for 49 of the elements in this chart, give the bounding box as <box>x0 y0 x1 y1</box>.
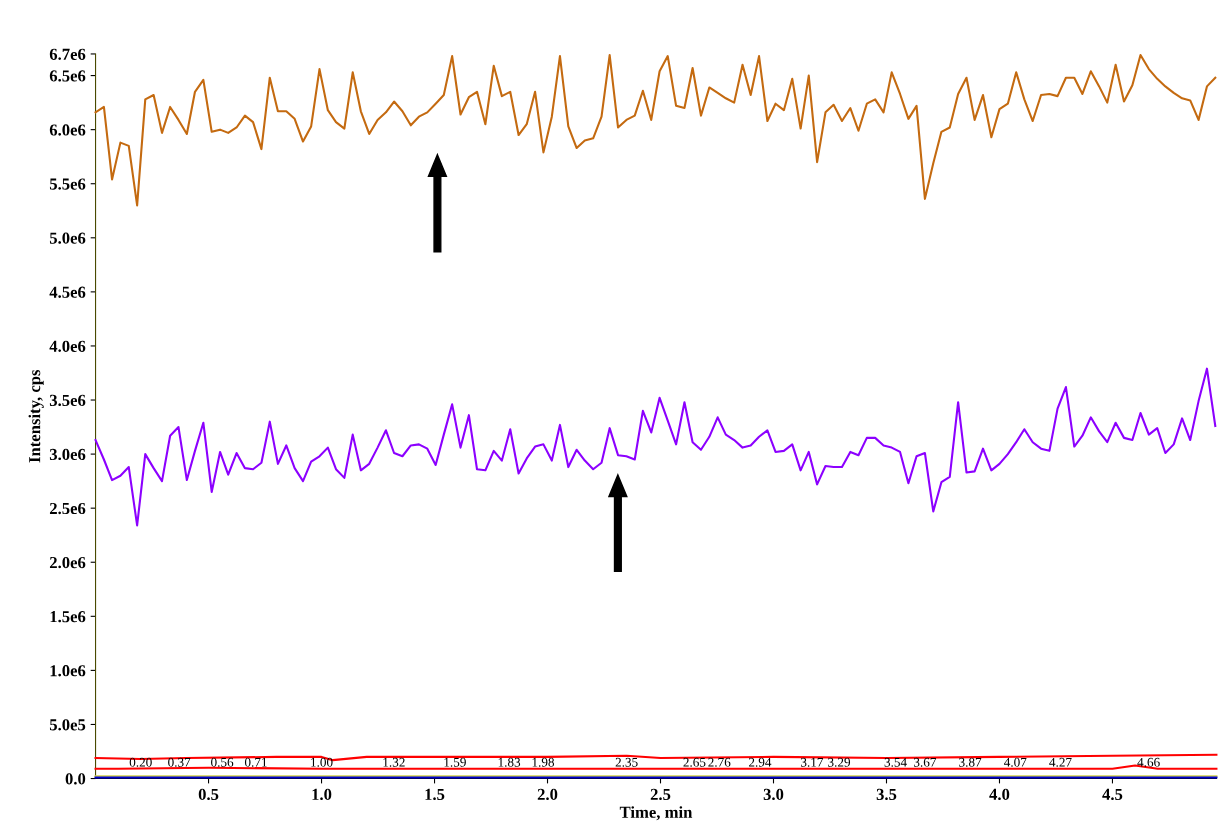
x-tick-label: 0.5 <box>198 788 219 801</box>
y-tick-label: 1.0e6 <box>50 665 86 677</box>
annotation: 0.56 <box>211 757 234 767</box>
y-tick-label: 0.0 <box>65 773 86 785</box>
x-tick-label: 1.0 <box>312 788 332 801</box>
annotation: 4.66 <box>1137 757 1160 767</box>
y-tick-label: 6.7e6 <box>49 48 86 60</box>
annotation: 3.87 <box>959 757 982 767</box>
y-tick-label: 5.0e6 <box>49 232 86 244</box>
x-tick-label: 1.5 <box>425 788 445 801</box>
x-tick-label: 4.5 <box>1102 788 1123 801</box>
annotation: 1.59 <box>444 757 466 767</box>
x-tick-label: 2.0 <box>537 788 558 801</box>
annotation: 3.29 <box>828 757 851 767</box>
annotation: 4.27 <box>1049 757 1072 767</box>
annotation: 3.54 <box>884 757 907 767</box>
annotation: 1.83 <box>498 757 521 767</box>
annotation: 2.35 <box>615 757 638 767</box>
x-axis-title: Time, min <box>619 806 693 821</box>
y-tick-label: 3.5e6 <box>49 394 86 407</box>
y-tick-label: 6.5e6 <box>49 70 86 82</box>
x-tick-label: 2.5 <box>650 788 671 801</box>
y-axis-title: Intensity, cps <box>28 369 44 463</box>
y-tick-label: 2.0e6 <box>49 556 86 569</box>
annotation: 2.76 <box>708 757 731 767</box>
line-series <box>94 367 1217 527</box>
annotation: 0.20 <box>129 757 152 767</box>
annotation: 3.17 <box>801 757 824 767</box>
annotation: 1.32 <box>383 757 405 767</box>
x-tick-label: 4.0 <box>989 788 1010 801</box>
annotation: 4.07 <box>1004 757 1027 767</box>
y-tick-label: 4.5e6 <box>49 286 86 298</box>
x-tick-label: 3.5 <box>876 788 897 801</box>
annotation: 0.37 <box>168 757 191 767</box>
y-tick-label: 1.5e6 <box>50 611 86 623</box>
annotation: 3.67 <box>913 757 937 767</box>
annotation: 2.94 <box>748 757 772 767</box>
x-tick-label: 3.0 <box>763 788 784 801</box>
y-tick-label: 6.0e6 <box>49 124 86 136</box>
y-tick-label: 5.0e5 <box>49 719 86 731</box>
annotation: 2.65 <box>683 757 706 767</box>
y-tick-label: 3.0e6 <box>49 448 86 461</box>
y-tick-label: 5.5e6 <box>49 178 86 190</box>
y-tick-label: 4.0e6 <box>49 340 86 352</box>
annotation: 1.00 <box>311 757 333 767</box>
annotation: 1.98 <box>532 757 555 767</box>
annotation: 0.71 <box>244 757 267 767</box>
line-series <box>94 53 1217 207</box>
y-tick-label: 2.5e6 <box>49 502 86 515</box>
